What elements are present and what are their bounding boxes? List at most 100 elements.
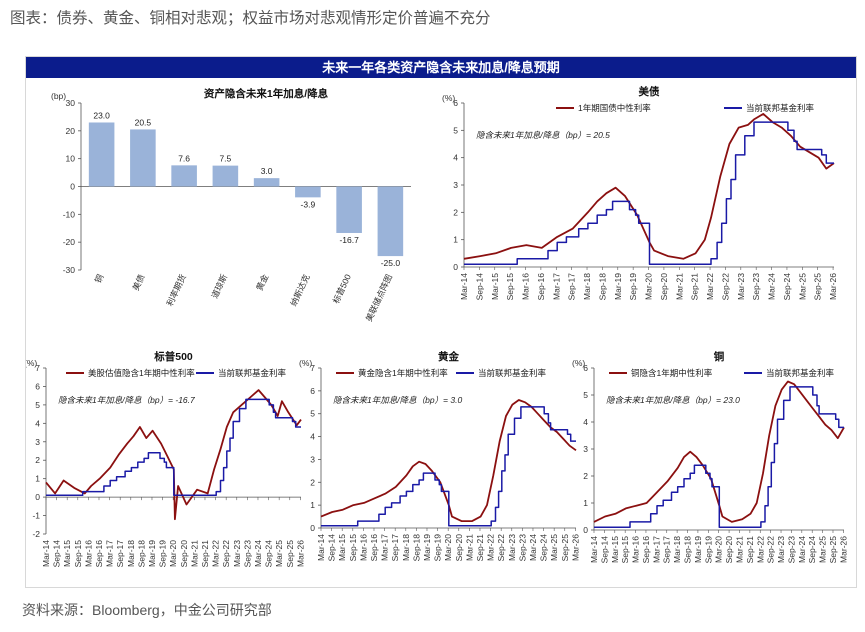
chart-title: 资产隐含未来1年加息/降息: [204, 87, 329, 100]
bar: [253, 178, 280, 187]
page-title: 图表：债券、黄金、铜相对悲观；权益市场对悲观情形定价普遍不充分: [10, 10, 491, 27]
x-tick-label: Mar-23: [232, 540, 242, 567]
x-tick-label: Sep-25: [560, 534, 570, 562]
x-tick-label: Mar-19: [422, 534, 432, 561]
x-tick-label: Sep-18: [683, 536, 693, 564]
x-tick-label: Mar-25: [818, 536, 828, 563]
x-tick-label: Sep-22: [221, 540, 231, 568]
y-tick-label: 5: [35, 400, 40, 410]
bar-value-label: -3.9: [301, 199, 316, 209]
y-tick-label: 4: [453, 153, 458, 163]
y-tick-label: 2: [453, 207, 458, 217]
x-tick-label: Sep-23: [242, 540, 252, 568]
x-tick-label: Sep-14: [474, 273, 484, 301]
x-tick-label: Sep-17: [662, 536, 672, 564]
x-tick-label: Sep-18: [411, 534, 421, 562]
bar: [295, 186, 321, 198]
y-tick-label: 3: [35, 437, 40, 447]
x-tick-label: Mar-22: [755, 536, 765, 563]
x-tick-label: Mar-16: [358, 534, 368, 561]
x-tick-label: Sep-21: [745, 536, 755, 564]
line-chart: 标普500(%)76543210-1-2Mar-14Sep-14Mar-15Se…: [26, 350, 305, 567]
x-tick-label: Mar-20: [168, 540, 178, 567]
x-tick-label: Mar-23: [736, 273, 746, 300]
y-tick-label: 0: [453, 262, 458, 272]
x-tick-label: Sep-22: [496, 534, 506, 562]
x-tick-label: Sep-20: [724, 536, 734, 564]
y-tick-label: -10: [63, 209, 76, 219]
x-tick-label: Mar-19: [693, 536, 703, 563]
x-tick-label: Sep-19: [433, 534, 443, 562]
bar: [171, 165, 197, 187]
x-tick-label: Mar-22: [705, 273, 715, 300]
bar-value-label: 20.5: [135, 117, 152, 127]
legend-label: 当前联邦基金利率: [746, 103, 815, 113]
legend-label: 美股估值隐含1年期中性利率: [88, 368, 195, 378]
x-tick-label: Sep-15: [73, 540, 83, 568]
x-tick-label: Sep-16: [641, 536, 651, 564]
x-tick-label: Sep-20: [454, 534, 464, 562]
annotation: 隐含未来1年加息/降息（bp）= 20.5: [476, 130, 610, 140]
x-tick-label: Mar-17: [380, 534, 390, 561]
y-tick-label: -30: [63, 265, 76, 275]
chart-title: 美债: [639, 85, 660, 98]
x-tick-label: Sep-17: [390, 534, 400, 562]
x-tick-label: Sep-21: [690, 273, 700, 301]
legend-label: 1年期国债中性利率: [578, 103, 651, 113]
x-tick-label: Mar-22: [211, 540, 221, 567]
bar-chart: 资产隐含未来1年加息/降息 (bp)30 20 10 0 -10 -20 -30 23.0 铜 20…: [51, 87, 411, 323]
bar-value-label: -25.0: [381, 258, 401, 268]
x-tick-label: Mar-26: [295, 540, 305, 567]
x-tick-label: Sep-20: [659, 273, 669, 301]
bar-value-label: -16.7: [339, 235, 359, 245]
x-tick-label: Mar-15: [490, 273, 500, 300]
category-label: 美联储点阵图: [364, 273, 395, 323]
y-tick-label: 5: [583, 390, 588, 400]
x-tick-label: Sep-22: [766, 536, 776, 564]
x-tick-label: Mar-24: [797, 536, 807, 563]
y-tick-label: 2: [583, 471, 588, 481]
bar-value-label: 23.0: [93, 110, 110, 120]
y-tick-label: 1: [310, 500, 315, 510]
bar-value-label: 7.5: [219, 154, 231, 164]
bar-value-label: 7.6: [178, 153, 190, 163]
x-tick-label: Sep-16: [536, 273, 546, 301]
y-tick-label: 3: [453, 180, 458, 190]
x-tick-label: Mar-16: [83, 540, 93, 567]
x-tick-label: Mar-14: [316, 534, 326, 561]
implied-rate-line: [320, 399, 577, 522]
x-tick-label: Sep-18: [597, 273, 607, 301]
x-tick-label: Sep-17: [115, 540, 125, 568]
legend-label: 当前联邦基金利率: [478, 368, 547, 378]
legend-label: 黄金隐含1年期中性利率: [358, 368, 448, 378]
x-tick-label: Mar-24: [767, 273, 777, 300]
y-tick-label: 20: [66, 126, 76, 136]
x-tick-label: Mar-18: [126, 540, 136, 567]
y-tick-label: 4: [310, 432, 315, 442]
x-tick-label: Mar-17: [651, 536, 661, 563]
chart-title: 标普500: [153, 350, 193, 363]
y-tick-label: -20: [63, 237, 76, 247]
x-tick-label: Mar-18: [401, 534, 411, 561]
x-tick-label: Sep-24: [539, 534, 549, 562]
x-tick-label: Mar-26: [570, 534, 580, 561]
implied-rate-line: [593, 380, 845, 523]
x-tick-label: Sep-24: [807, 536, 817, 564]
x-tick-label: Sep-25: [828, 536, 838, 564]
category-label: 标普500: [331, 272, 353, 305]
x-tick-label: Sep-21: [200, 540, 210, 568]
x-tick-label: Mar-19: [613, 273, 623, 300]
x-tick-label: Sep-23: [786, 536, 796, 564]
x-tick-label: Mar-14: [41, 540, 51, 567]
implied-rate-line: [463, 113, 835, 260]
annotation: 隐含未来1年加息/降息（bp）= 23.0: [606, 395, 740, 405]
y-tick-label: 0: [583, 525, 588, 535]
x-tick-label: Sep-24: [264, 540, 274, 568]
y-tick-label: 10: [66, 154, 76, 164]
x-tick-label: Sep-25: [285, 540, 295, 568]
annotation: 隐含未来1年加息/降息（bp）= -16.7: [58, 395, 195, 405]
x-tick-label: Sep-23: [517, 534, 527, 562]
x-tick-label: Sep-14: [599, 536, 609, 564]
